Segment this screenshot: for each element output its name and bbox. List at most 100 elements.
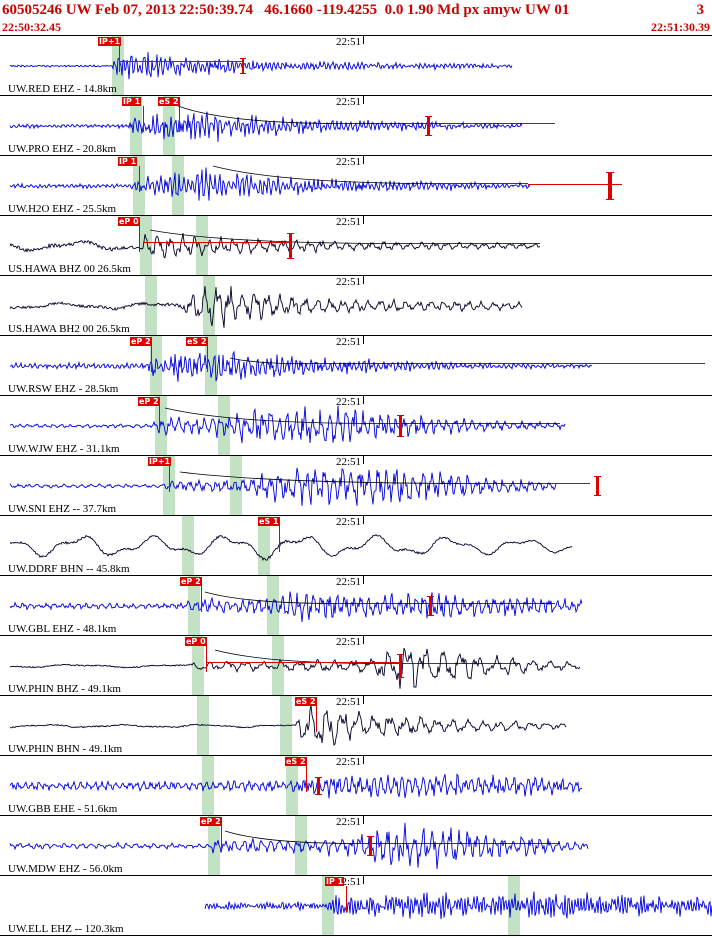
time-grid-tick <box>363 396 364 404</box>
time-grid-tick <box>363 636 364 644</box>
station-label: US.HAWA BHZ 00 26.5km <box>8 263 131 275</box>
event-header: 60505246 UW Feb 07, 2013 22:50:39.74 46.… <box>0 0 712 20</box>
phase-pick-flag[interactable]: eP 2 <box>200 817 222 826</box>
phase-pick-line[interactable] <box>346 886 347 912</box>
seismogram-waveform[interactable] <box>0 156 712 215</box>
phase-pick-flag[interactable]: eP 0 <box>185 637 207 646</box>
duration-end-marker[interactable] <box>367 836 374 856</box>
phase-pick-line[interactable] <box>201 586 202 612</box>
seismogram-waveform[interactable] <box>0 336 712 395</box>
phase-pick-flag[interactable]: IP+1 <box>148 457 172 466</box>
seismogram-waveform[interactable] <box>0 816 712 875</box>
station-label: UW.PHIN BHZ - 49.1km <box>8 683 121 695</box>
phase-pick-line[interactable] <box>207 346 208 372</box>
station-label: UW.PHIN BHN - 49.1km <box>8 743 123 755</box>
time-grid-label: 22:51 <box>336 96 362 108</box>
phase-pick-flag[interactable]: eS 1 <box>258 517 280 526</box>
seismogram-waveform[interactable] <box>0 96 712 155</box>
time-grid-tick <box>363 816 364 824</box>
duration-end-marker[interactable] <box>425 116 432 136</box>
station-label: UW.GBL EHZ - 48.1km <box>8 623 117 635</box>
duration-end-marker[interactable] <box>594 476 601 496</box>
phase-pick-line[interactable] <box>316 706 317 732</box>
time-grid-label: 22:51 <box>336 336 362 348</box>
seismogram-waveform[interactable] <box>0 876 712 935</box>
time-window-bar: 22:50:32.45 22:51:30.39 <box>0 20 712 35</box>
predicted-phase-window <box>322 876 334 935</box>
time-grid-label: 22:51 <box>336 276 362 288</box>
duration-end-marker[interactable] <box>240 58 246 74</box>
phase-pick-line[interactable] <box>206 646 207 672</box>
station-label: UW.H2O EHZ - 25.5km <box>8 203 117 215</box>
phase-pick-line[interactable] <box>179 106 180 132</box>
phase-pick-line[interactable] <box>279 526 280 552</box>
trace-row[interactable]: 22:51 eP 2 eS 2 UW.RSW EHZ - 28.5km <box>0 335 712 395</box>
trace-row[interactable]: 22:51 IP+1 UW.RED EHZ - 14.8km <box>0 35 712 95</box>
phase-pick-line[interactable] <box>306 766 307 792</box>
phase-pick-line[interactable] <box>139 226 140 252</box>
phase-pick-flag[interactable]: IP 1 <box>118 157 138 166</box>
trace-row[interactable]: 22:51 eP 0 US.HAWA BHZ 00 26.5km <box>0 215 712 275</box>
time-grid-tick <box>363 276 364 284</box>
phase-pick-line[interactable] <box>139 166 140 192</box>
seismogram-waveform[interactable] <box>0 756 712 815</box>
trace-row[interactable]: 22:51 eP 2 UW.GBL EHZ - 48.1km <box>0 575 712 635</box>
duration-end-marker[interactable] <box>397 415 404 437</box>
trace-row[interactable]: 22:51 IP 1 UW.ELL EHZ -- 120.3km <box>0 875 712 935</box>
phase-pick-flag[interactable]: eP 2 <box>138 397 160 406</box>
seismogram-waveform[interactable] <box>0 36 712 95</box>
coda-decay-curve <box>177 105 555 124</box>
phase-pick-line[interactable] <box>221 826 222 852</box>
phase-pick-line[interactable] <box>169 466 170 492</box>
trace-row[interactable]: 22:51 US.HAWA BH2 00 26.5km <box>0 275 712 335</box>
station-label: UW.ELL EHZ -- 120.3km <box>8 923 124 935</box>
phase-pick-flag[interactable]: IP 1 <box>122 97 142 106</box>
coda-decay-curve <box>214 649 520 664</box>
predicted-phase-window <box>150 336 162 395</box>
phase-pick-flag[interactable]: eS 2 <box>295 697 317 706</box>
seismogram-waveform[interactable] <box>0 696 712 755</box>
phase-pick-flag[interactable]: eP 2 <box>130 337 152 346</box>
phase-pick-flag[interactable]: IP 1 <box>325 877 345 886</box>
seismogram-waveform[interactable] <box>0 636 712 695</box>
phase-pick-line[interactable] <box>143 106 144 132</box>
trace-row[interactable]: 22:51 eP 0 UW.PHIN BHZ - 49.1km <box>0 635 712 695</box>
seismogram-waveform[interactable] <box>0 456 712 515</box>
predicted-phase-window <box>192 636 204 695</box>
trace-row[interactable]: 22:51 eP 2 UW.MDW EHZ - 56.0km <box>0 815 712 875</box>
trace-row[interactable]: 22:51 eS 1 UW.DDRF BHN -- 45.8km <box>0 515 712 575</box>
time-grid-tick <box>363 156 364 164</box>
phase-pick-flag[interactable]: eS 2 <box>186 337 208 346</box>
phase-pick-flag[interactable]: eP 0 <box>118 217 140 226</box>
trace-row[interactable]: 22:51 IP+1 UW.SNI EHZ -- 37.7km <box>0 455 712 515</box>
trace-row[interactable]: 22:51 eS 2 UW.GBB EHE - 51.6km <box>0 755 712 815</box>
predicted-phase-window <box>218 396 230 455</box>
trace-row[interactable]: 22:51 IP 1 UW.H2O EHZ - 25.5km <box>0 155 712 215</box>
coda-duration-line <box>120 61 243 62</box>
duration-end-marker[interactable] <box>606 172 614 200</box>
phase-pick-flag[interactable]: eS 2 <box>285 757 307 766</box>
phase-pick-flag[interactable]: eP 2 <box>180 577 202 586</box>
seismogram-waveform[interactable] <box>0 576 712 635</box>
phase-pick-flag[interactable]: IP+1 <box>98 37 122 46</box>
time-grid-tick <box>363 96 364 104</box>
duration-end-marker[interactable] <box>287 233 294 259</box>
seismogram-waveform[interactable] <box>0 516 712 575</box>
trace-row[interactable]: 22:51 eP 2 UW.WJW EHZ - 31.1km <box>0 395 712 455</box>
duration-end-marker[interactable] <box>397 654 404 678</box>
duration-end-marker[interactable] <box>315 777 322 795</box>
phase-pick-line[interactable] <box>151 346 152 372</box>
seismogram-waveform[interactable] <box>0 216 712 275</box>
trace-row[interactable]: 22:51 IP 1 eS 2 UW.PRO EHZ - 20.8km <box>0 95 712 155</box>
coda-duration-line <box>143 242 290 243</box>
phase-pick-line[interactable] <box>159 406 160 432</box>
coda-duration-line <box>528 184 622 185</box>
time-grid-tick <box>363 216 364 224</box>
trace-row[interactable]: 22:51 eS 2 UW.PHIN BHN - 49.1km <box>0 695 712 755</box>
seismogram-waveform[interactable] <box>0 276 712 335</box>
phase-pick-flag[interactable]: eS 2 <box>158 97 180 106</box>
duration-end-marker[interactable] <box>427 596 434 616</box>
seismogram-waveform[interactable] <box>0 396 712 455</box>
phase-pick-line[interactable] <box>119 46 120 72</box>
station-label: UW.MDW EHZ - 56.0km <box>8 863 123 875</box>
